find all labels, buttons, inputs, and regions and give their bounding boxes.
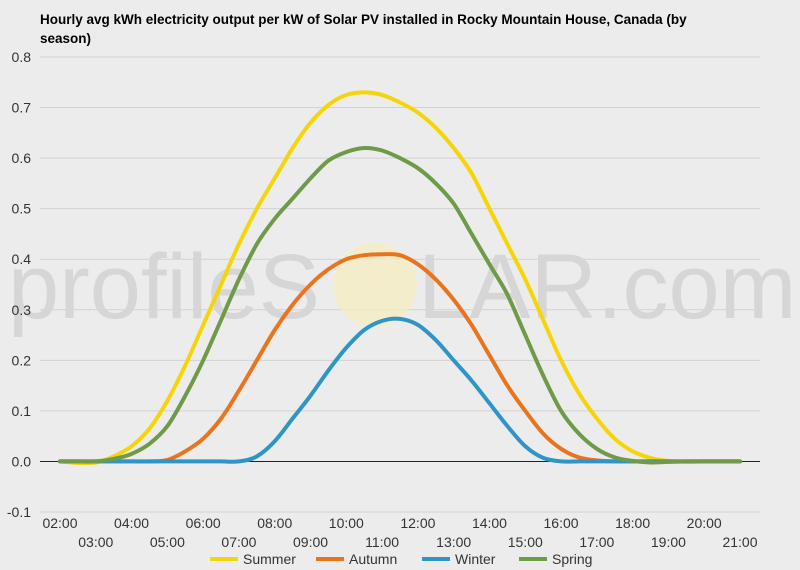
legend-label: Autumn	[349, 551, 397, 567]
y-tick-label: 0.3	[12, 302, 32, 318]
y-tick-label: -0.1	[7, 504, 31, 520]
watermark-right: LAR.com	[418, 236, 796, 338]
x-tick-label: 21:00	[722, 534, 757, 550]
x-tick-label: 14:00	[472, 515, 507, 531]
y-tick-label: 0.1	[12, 403, 32, 419]
x-tick-label: 19:00	[651, 534, 686, 550]
legend-item-autumn[interactable]: Autumn	[316, 551, 397, 567]
x-tick-label: 06:00	[186, 515, 221, 531]
x-tick-label: 08:00	[257, 515, 292, 531]
watermark-sun-icon	[333, 243, 417, 327]
y-tick-label: 0.8	[12, 49, 32, 65]
x-tick-label: 15:00	[508, 534, 543, 550]
x-tick-label: 07:00	[221, 534, 256, 550]
watermark-left: profileS	[8, 236, 320, 338]
x-tick-label: 17:00	[579, 534, 614, 550]
legend-item-summer[interactable]: Summer	[210, 551, 296, 567]
legend[interactable]: Summer Autumn Winter Spring	[210, 551, 592, 567]
legend-item-winter[interactable]: Winter	[422, 551, 496, 567]
chart-title-line-2: season)	[40, 31, 91, 46]
x-tick-label: 18:00	[615, 515, 650, 531]
y-tick-label: 0.2	[12, 352, 32, 368]
x-tick-label: 16:00	[544, 515, 579, 531]
x-tick-label: 13:00	[436, 534, 471, 550]
x-tick-label: 11:00	[365, 534, 399, 550]
legend-label: Spring	[552, 551, 592, 567]
y-tick-label: 0.0	[12, 453, 32, 469]
x-axis-ticks: 02:0003:0004:0005:0006:0007:0008:0009:00…	[42, 515, 757, 550]
x-tick-label: 05:00	[150, 534, 185, 550]
x-tick-label: 20:00	[687, 515, 722, 531]
legend-label: Summer	[243, 551, 296, 567]
watermark: profileS LAR.com	[8, 236, 796, 338]
y-axis-ticks: -0.1 0.0 0.1 0.2 0.3 0.4 0.5 0.6 0.7 0.8	[7, 49, 31, 520]
x-tick-label: 04:00	[114, 515, 149, 531]
y-tick-label: 0.5	[12, 201, 32, 217]
y-tick-label: 0.4	[12, 251, 32, 267]
legend-item-spring[interactable]: Spring	[519, 551, 592, 567]
x-tick-label: 02:00	[42, 515, 77, 531]
x-tick-label: 09:00	[293, 534, 328, 550]
chart-title-line-1: Hourly avg kWh electricity output per kW…	[40, 12, 687, 27]
legend-label: Winter	[455, 551, 496, 567]
series-line-spring	[58, 145, 742, 465]
series-line-summer	[58, 90, 742, 466]
x-tick-label: 10:00	[329, 515, 364, 531]
y-tick-label: 0.6	[12, 150, 32, 166]
y-tick-label: 0.7	[12, 100, 32, 116]
x-tick-label: 03:00	[78, 534, 113, 550]
series-lines	[58, 90, 742, 466]
x-tick-label: 12:00	[400, 515, 435, 531]
